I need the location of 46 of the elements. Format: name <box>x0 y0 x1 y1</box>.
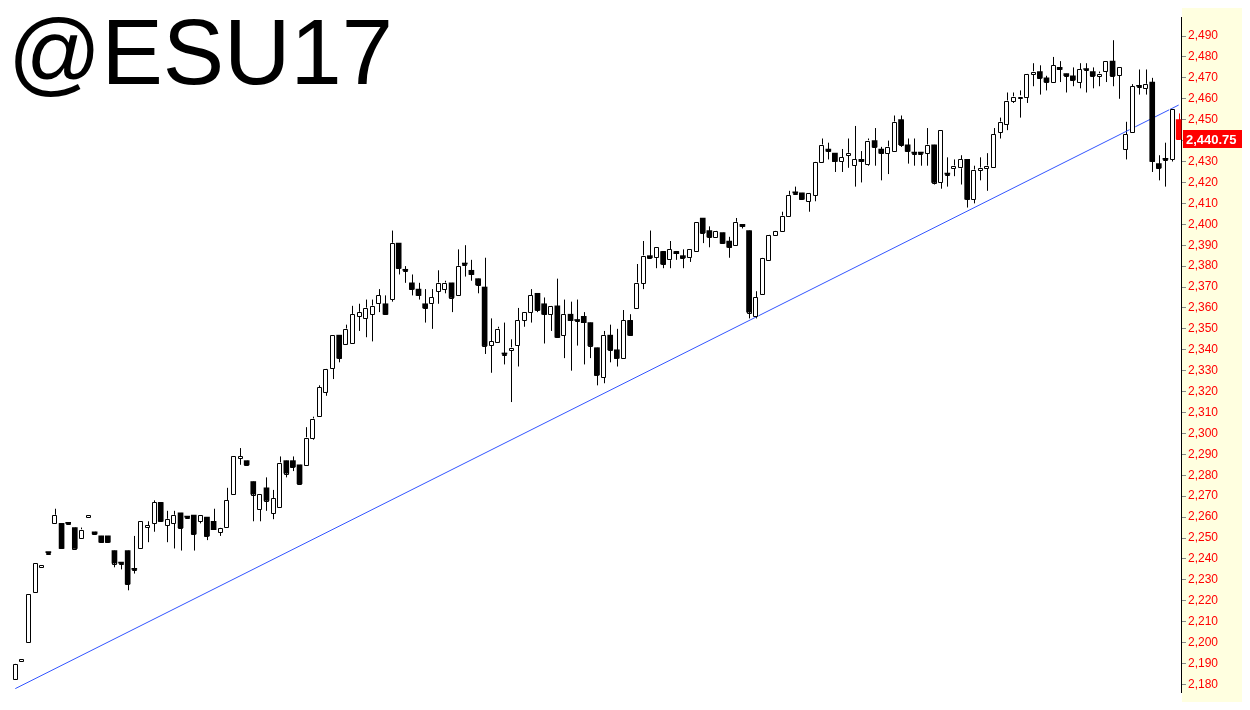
chart-title: @ESU17 <box>8 1 393 104</box>
candlestick <box>1156 154 1162 181</box>
candlestick <box>633 263 640 309</box>
y-tick-label: 2,490 <box>1187 28 1219 43</box>
candlestick <box>1109 39 1116 87</box>
candlestick <box>382 294 389 315</box>
y-tick-label: 2,410 <box>1187 195 1219 210</box>
y-tick-label: 2,450 <box>1187 112 1219 126</box>
y-tick-label: 2,340 <box>1187 342 1219 357</box>
y-tick-label: 2,400 <box>1187 216 1219 231</box>
y-tick-label: 2,460 <box>1187 91 1219 106</box>
y-tick-label: 2,210 <box>1187 614 1219 628</box>
y-tick-label: 2,350 <box>1187 321 1219 336</box>
candlestick <box>25 594 32 643</box>
candlestick <box>508 338 514 403</box>
y-tick-label: 2,370 <box>1187 279 1219 294</box>
y-tick-label: 2,200 <box>1187 634 1219 649</box>
candlestick <box>409 273 415 296</box>
y-tick-label: 2,390 <box>1187 237 1219 252</box>
y-tick-label: 2,330 <box>1187 363 1219 377</box>
y-tick-label: 2,240 <box>1187 551 1219 566</box>
candlestick <box>468 259 475 282</box>
y-tick-label: 2,230 <box>1187 572 1219 587</box>
candlestick <box>871 127 878 167</box>
y-tick-label: 2,290 <box>1187 446 1219 461</box>
y-tick-label: 2,270 <box>1187 488 1219 503</box>
candlestick <box>1122 121 1129 160</box>
candlestick <box>230 456 237 495</box>
y-tick-label: 2,260 <box>1187 509 1219 524</box>
y-tick-label: 2,480 <box>1187 49 1219 64</box>
candlestick <box>845 138 851 169</box>
y-tick-label: 2,360 <box>1187 300 1219 315</box>
y-tick-label: 2,220 <box>1187 593 1219 608</box>
y-tick-label: 2,280 <box>1187 467 1219 482</box>
y-tick-label: 2,180 <box>1187 676 1219 691</box>
y-tick-label: 2,430 <box>1187 153 1219 168</box>
y-tick-label: 2,470 <box>1187 70 1219 85</box>
y-tick-label: 2,190 <box>1187 655 1219 670</box>
text: 2,440.75 <box>1185 131 1237 147</box>
y-tick-label: 2,250 <box>1187 530 1219 545</box>
y-tick-label: 2,300 <box>1187 425 1219 440</box>
y-tick-label: 2,310 <box>1187 404 1219 419</box>
candlestick <box>144 520 151 543</box>
y-tick-label: 2,420 <box>1187 174 1219 189</box>
y-tick-label: 2,320 <box>1187 383 1219 398</box>
y-tick-label: 2,380 <box>1187 258 1219 273</box>
